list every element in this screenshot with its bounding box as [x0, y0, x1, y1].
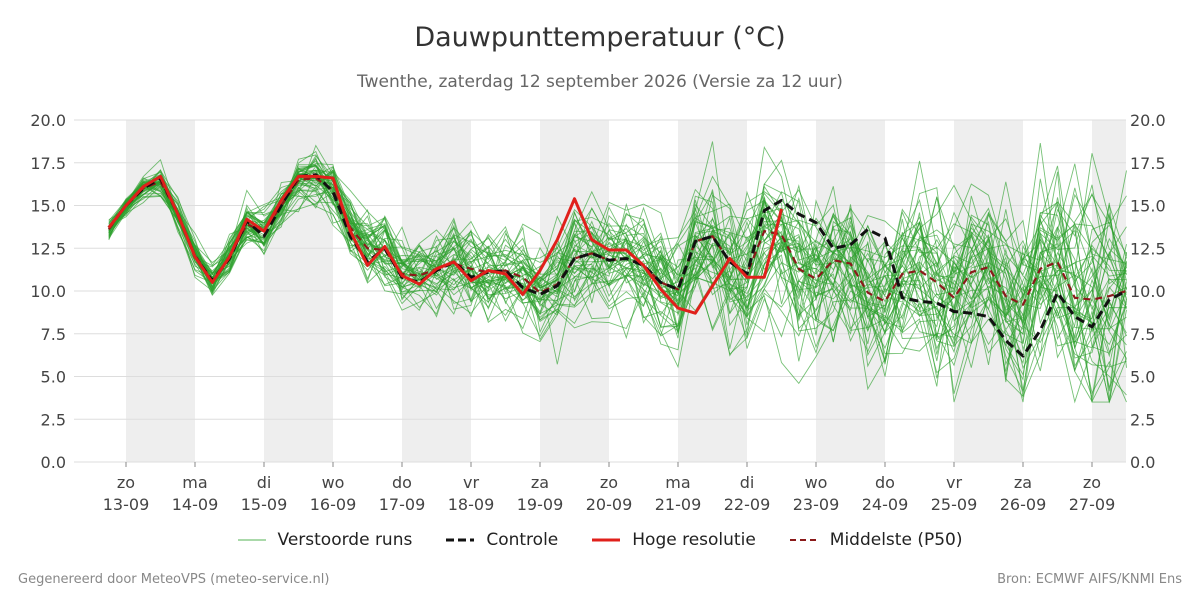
- y-tick-left-6: 15.0: [30, 197, 66, 216]
- y-tick-left-8: 20.0: [30, 111, 66, 130]
- ensemble-run-25: [108, 180, 1127, 367]
- x-tick-date-6: 19-09: [517, 495, 564, 514]
- footer-source: Bron: ECMWF AIFS/KNMI Ens: [997, 572, 1182, 587]
- series-hoge-resolutie: [107, 174, 783, 315]
- footer-generated-by: Gegenereerd door MeteoVPS (meteo-service…: [18, 572, 330, 587]
- chart-title: Dauwpunttemperatuur (°C): [414, 22, 786, 53]
- series-controle: [107, 173, 1128, 358]
- y-tick-left-7: 17.5: [30, 154, 66, 173]
- y-tick-left-2: 5.0: [41, 368, 66, 387]
- y-tick-right-5: 12.5: [1130, 239, 1166, 258]
- x-tick-day-0: zo: [117, 473, 135, 492]
- legend-swatch-p50: [789, 539, 818, 541]
- y-tick-left-4: 10.0: [30, 282, 66, 301]
- ensemble-run-36: [108, 179, 1127, 381]
- x-tick-day-5: vr: [463, 473, 479, 492]
- x-tick-date-3: 16-09: [310, 495, 357, 514]
- x-tick-date-11: 24-09: [862, 495, 909, 514]
- ensemble-run-41: [108, 170, 1127, 358]
- x-tick-date-5: 18-09: [448, 495, 495, 514]
- x-tick-date-4: 17-09: [379, 495, 426, 514]
- x-tick-date-9: 22-09: [724, 495, 771, 514]
- x-tick-date-10: 23-09: [793, 495, 840, 514]
- legend-swatch-ensemble: [237, 539, 266, 541]
- y-tick-right-0: 0.0: [1130, 453, 1155, 472]
- legend: Verstoorde runs Controle Hoge resolutie …: [0, 530, 1200, 550]
- x-tick-day-11: do: [875, 473, 895, 492]
- x-tick-day-3: wo: [322, 473, 345, 492]
- y-tick-left-5: 12.5: [30, 239, 66, 258]
- legend-label-ensemble: Verstoorde runs: [277, 530, 413, 550]
- legend-label-p50: Middelste (P50): [829, 530, 963, 550]
- x-tick-day-2: di: [257, 473, 272, 492]
- x-tick-date-7: 20-09: [586, 495, 633, 514]
- y-tick-right-2: 5.0: [1130, 368, 1155, 387]
- x-tick-date-0: 13-09: [103, 495, 150, 514]
- ensemble-run-46: [108, 173, 1127, 353]
- y-tick-right-7: 17.5: [1130, 154, 1166, 173]
- legend-swatch-hoge-resolutie: [592, 538, 621, 542]
- x-tick-date-1: 14-09: [172, 495, 219, 514]
- legend-item-controle: Controle: [446, 530, 558, 550]
- x-tick-day-14: zo: [1083, 473, 1101, 492]
- axes: 0.0 0.0 2.5 2.5 5.0 5.0 7.5 7.5 10.0 10.0 12.5 12.5…: [30, 111, 1165, 514]
- main-series: [107, 173, 1128, 358]
- chart-subtitle: Twenthe, zaterdag 12 september 2026 (Ver…: [357, 72, 843, 92]
- x-tick-day-9: di: [740, 473, 755, 492]
- x-tick-day-1: ma: [182, 473, 207, 492]
- legend-item-hoge-resolutie: Hoge resolutie: [592, 530, 756, 550]
- ensemble-run-19: [108, 190, 1127, 343]
- legend-item-p50: Middelste (P50): [789, 530, 963, 550]
- x-tick-day-4: do: [392, 473, 412, 492]
- legend-swatch-controle: [446, 538, 475, 542]
- grid-lines: [74, 119, 1126, 463]
- y-tick-right-3: 7.5: [1130, 325, 1155, 344]
- y-tick-right-6: 15.0: [1130, 197, 1166, 216]
- x-tick-day-6: za: [531, 473, 549, 492]
- x-tick-date-13: 26-09: [1000, 495, 1047, 514]
- y-tick-left-1: 2.5: [41, 410, 66, 429]
- legend-label-hoge-resolutie: Hoge resolutie: [632, 530, 756, 550]
- y-tick-right-8: 20.0: [1130, 111, 1166, 130]
- ensemble-run-45: [108, 153, 1127, 345]
- x-tick-day-13: za: [1014, 473, 1032, 492]
- y-tick-right-1: 2.5: [1130, 410, 1155, 429]
- x-tick-date-2: 15-09: [241, 495, 288, 514]
- legend-label-controle: Controle: [486, 530, 559, 550]
- x-tick-date-14: 27-09: [1069, 495, 1116, 514]
- ensemble-run-12: [108, 169, 1127, 365]
- y-tick-left-3: 7.5: [41, 325, 66, 344]
- x-tick-day-12: vr: [946, 473, 962, 492]
- x-tick-date-12: 25-09: [931, 495, 978, 514]
- legend-item-ensemble: Verstoorde runs: [237, 530, 413, 550]
- x-tick-date-8: 21-09: [655, 495, 702, 514]
- x-tick-day-10: wo: [805, 473, 828, 492]
- y-tick-right-4: 10.0: [1130, 282, 1166, 301]
- x-tick-day-8: ma: [665, 473, 690, 492]
- x-tick-day-7: zo: [600, 473, 618, 492]
- y-tick-left-0: 0.0: [41, 453, 66, 472]
